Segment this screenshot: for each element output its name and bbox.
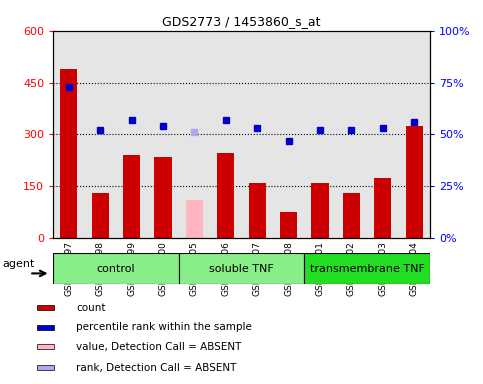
Bar — [367, 31, 398, 238]
Bar — [123, 155, 140, 238]
Bar — [217, 153, 234, 238]
Bar — [37, 344, 54, 349]
Text: soluble TNF: soluble TNF — [209, 264, 274, 274]
Text: agent: agent — [3, 259, 35, 269]
Bar — [273, 31, 304, 238]
Bar — [179, 253, 304, 284]
Bar — [53, 31, 85, 238]
Bar — [37, 305, 54, 310]
Bar — [210, 31, 242, 238]
Bar — [186, 200, 203, 238]
Bar — [374, 177, 391, 238]
Text: value, Detection Call = ABSENT: value, Detection Call = ABSENT — [76, 342, 242, 352]
Bar — [116, 31, 147, 238]
Bar — [280, 212, 297, 238]
Bar — [60, 69, 77, 238]
Bar — [304, 253, 430, 284]
Title: GDS2773 / 1453860_s_at: GDS2773 / 1453860_s_at — [162, 15, 321, 28]
Bar — [312, 183, 328, 238]
Bar — [249, 183, 266, 238]
Bar — [37, 325, 54, 329]
Bar — [343, 193, 360, 238]
Text: rank, Detection Call = ABSENT: rank, Detection Call = ABSENT — [76, 363, 237, 373]
Bar — [398, 31, 430, 238]
Bar — [53, 253, 179, 284]
Bar — [406, 126, 423, 238]
Text: count: count — [76, 303, 106, 313]
Bar — [155, 157, 171, 238]
Bar — [37, 365, 54, 370]
Text: control: control — [97, 264, 135, 274]
Text: percentile rank within the sample: percentile rank within the sample — [76, 322, 252, 332]
Text: transmembrane TNF: transmembrane TNF — [310, 264, 425, 274]
Bar — [179, 31, 210, 238]
Bar — [92, 193, 109, 238]
Bar — [304, 31, 336, 238]
Bar — [147, 31, 179, 238]
Bar — [242, 31, 273, 238]
Bar — [336, 31, 367, 238]
Bar — [85, 31, 116, 238]
